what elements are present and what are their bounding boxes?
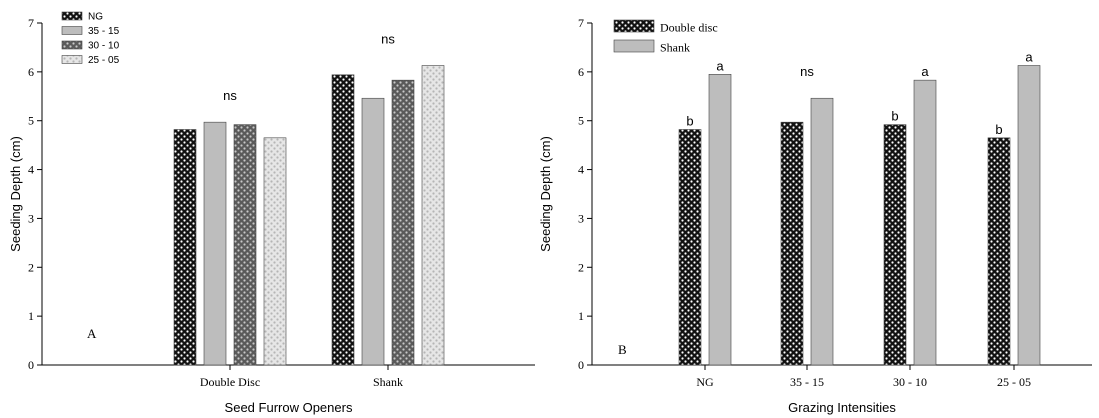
significance-letter: b [995,122,1002,137]
y-tick-label: 4 [28,163,34,177]
y-tick-label: 6 [28,65,34,79]
legend-label: 30 - 10 [88,41,120,52]
legend-swatch [62,41,82,49]
y-tick-label: 7 [28,16,34,30]
significance-letter: a [921,64,929,79]
bar [914,80,936,365]
x-tick-label: 35 - 15 [790,375,824,389]
significance-letter: b [686,114,693,129]
significance-letter: b [891,109,898,124]
legend-swatch [62,12,82,20]
x-axis-label: Grazing Intensities [788,400,896,415]
legend-swatch [614,20,654,32]
bar [234,125,256,365]
y-tick-label: 0 [28,358,34,372]
y-axis-label: Seeding Depth (cm) [538,136,553,252]
legend-label: 25 - 05 [88,55,120,66]
panel-label: A [87,326,97,341]
panels: 0 1 2 3 4 5 6 7 Double Disc Shank ns ns Seed Furrow … [8,12,1092,416]
legend-label: 35 - 15 [88,26,120,37]
x-tick-label: Shank [373,375,403,389]
y-tick-label: 1 [28,309,34,323]
bar [988,138,1010,365]
legend-label: Shank [660,41,690,55]
panel-label: B [618,342,627,357]
y-tick-label: 3 [28,211,34,225]
legend-swatch [62,56,82,64]
bar [811,98,833,365]
legend-label: Double disc [660,21,718,35]
bar [362,98,384,365]
y-tick-label: 6 [578,65,584,79]
legend-swatch [614,40,654,52]
significance-annotation: ns [381,32,395,47]
significance-annotation: ns [223,88,237,103]
x-tick-label: 25 - 05 [997,375,1031,389]
y-tick-label: 7 [578,16,584,30]
bar [709,74,731,365]
bar [204,122,226,365]
x-tick-label: Double Disc [200,375,260,389]
bar [174,130,196,365]
legend-label: NG [88,12,103,23]
bar [332,75,354,365]
y-tick-label: 4 [578,163,584,177]
y-tick-label: 3 [578,211,584,225]
bar [781,122,803,365]
legend-swatch [62,27,82,35]
legend: Double disc Shank [614,20,718,55]
y-tick-label: 2 [578,260,584,274]
y-tick-label: 5 [28,114,34,128]
y-tick-label: 0 [578,358,584,372]
significance-letter: a [1025,50,1033,65]
x-tick-label: NG [696,375,714,389]
bar [264,138,286,365]
x-axis-label: Seed Furrow Openers [225,400,353,415]
bar [1018,66,1040,365]
chart-panel-b: 0 1 2 3 4 5 6 7 NG 35 - 15 30 - 10 25 - 05 b a ns b a b a G… [538,16,1092,415]
y-axis-label: Seeding Depth (cm) [8,136,23,252]
x-tick-label: 30 - 10 [893,375,927,389]
significance-letter: a [716,58,724,73]
y-tick-label: 5 [578,114,584,128]
y-tick-label: 2 [28,260,34,274]
bar [392,80,414,365]
bar [422,66,444,365]
legend: NG 35 - 15 30 - 10 25 - 05 [62,12,120,67]
chart-panel-a: 0 1 2 3 4 5 6 7 Double Disc Shank ns ns Seed Furrow … [8,12,535,416]
y-tick-label: 1 [578,309,584,323]
bar [679,130,701,365]
significance-annotation: ns [800,64,814,79]
bar [884,125,906,365]
